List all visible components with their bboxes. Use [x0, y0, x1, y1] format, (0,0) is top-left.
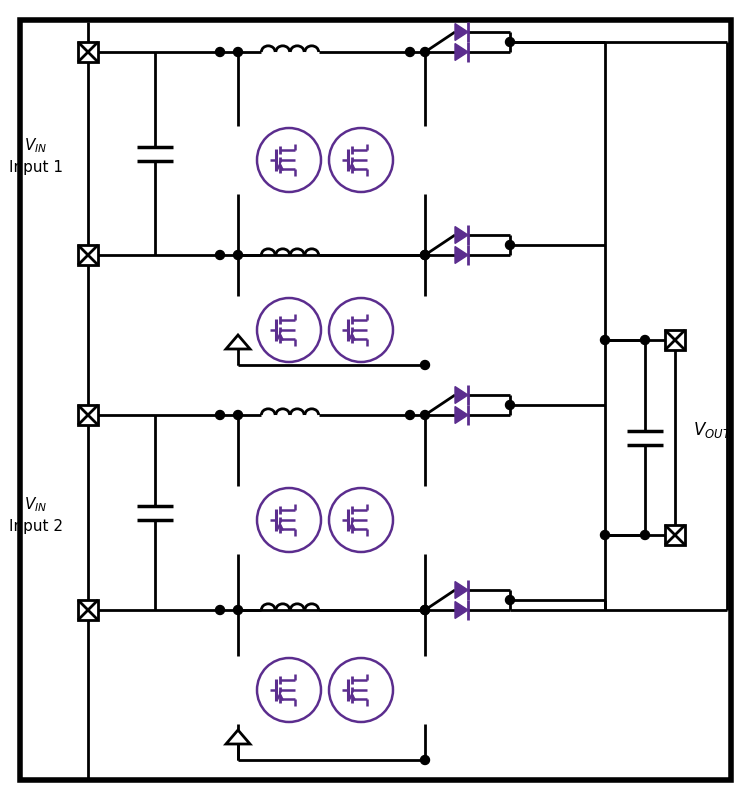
Circle shape	[641, 530, 650, 539]
Text: $V_{OUT}$: $V_{OUT}$	[693, 419, 732, 439]
Circle shape	[406, 47, 415, 57]
Circle shape	[421, 47, 430, 57]
Circle shape	[406, 410, 415, 419]
Circle shape	[421, 606, 430, 614]
Circle shape	[257, 128, 321, 192]
Polygon shape	[455, 226, 468, 243]
Bar	[78, 600, 98, 620]
Polygon shape	[455, 406, 468, 423]
Circle shape	[505, 241, 514, 250]
Circle shape	[421, 755, 430, 765]
Circle shape	[216, 410, 225, 419]
Bar	[78, 42, 98, 62]
Circle shape	[601, 335, 610, 345]
Polygon shape	[455, 602, 468, 618]
Circle shape	[329, 128, 393, 192]
Circle shape	[421, 606, 430, 614]
Bar	[78, 405, 98, 425]
Polygon shape	[455, 246, 468, 263]
Circle shape	[216, 250, 225, 259]
Circle shape	[421, 250, 430, 259]
Circle shape	[505, 38, 514, 46]
Polygon shape	[455, 23, 468, 41]
Text: Input 1: Input 1	[9, 160, 63, 175]
Circle shape	[505, 401, 514, 410]
Polygon shape	[455, 386, 468, 403]
Polygon shape	[226, 730, 250, 744]
Text: Input 2: Input 2	[9, 519, 63, 534]
Polygon shape	[226, 335, 250, 349]
Bar	[78, 245, 98, 265]
Bar	[665, 330, 685, 350]
Text: $V_{IN}$: $V_{IN}$	[24, 495, 47, 514]
Circle shape	[257, 658, 321, 722]
Circle shape	[421, 410, 430, 419]
Circle shape	[234, 47, 243, 57]
Circle shape	[234, 250, 243, 259]
Circle shape	[505, 595, 514, 605]
Polygon shape	[455, 582, 468, 598]
Circle shape	[601, 530, 610, 539]
Circle shape	[216, 47, 225, 57]
Circle shape	[216, 606, 225, 614]
Circle shape	[641, 335, 650, 345]
Text: $V_{IN}$: $V_{IN}$	[24, 136, 47, 155]
Polygon shape	[455, 43, 468, 61]
Circle shape	[234, 606, 243, 614]
Circle shape	[421, 250, 430, 259]
Circle shape	[329, 298, 393, 362]
Bar	[665, 525, 685, 545]
Circle shape	[329, 488, 393, 552]
Circle shape	[257, 298, 321, 362]
Circle shape	[329, 658, 393, 722]
Circle shape	[234, 410, 243, 419]
Circle shape	[257, 488, 321, 552]
Circle shape	[421, 361, 430, 370]
